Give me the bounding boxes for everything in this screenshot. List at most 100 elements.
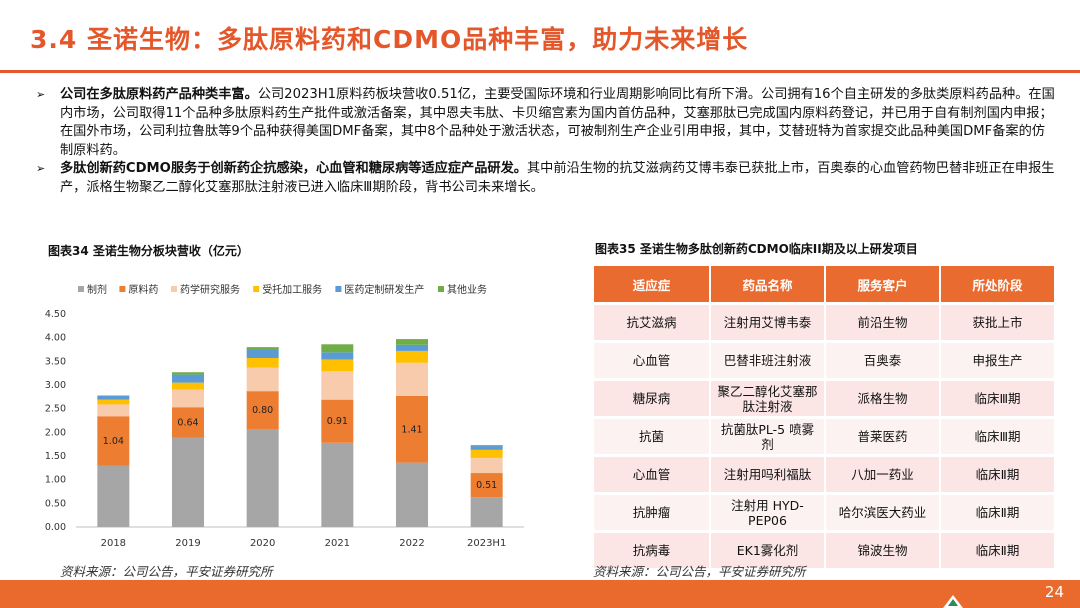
legend-label: 其他业务 [447, 283, 487, 296]
bar-segment [246, 349, 279, 359]
bar-segment [321, 371, 354, 400]
table-cell: 临床Ⅲ期 [939, 416, 1054, 454]
table-cell: 临床Ⅱ期 [939, 454, 1054, 492]
x-tick-label: 2023H1 [467, 538, 506, 549]
table-cell: 心血管 [594, 454, 709, 492]
legend-label: 受托加工服务 [262, 283, 322, 296]
table-cell: 聚乙二醇化艾塞那肽注射液 [709, 378, 824, 416]
bar-segment [172, 382, 204, 390]
bullet-item: ➢ 多肽创新药CDMO服务于创新药企抗感染，心血管和糖尿病等适应症产品研发。其中… [36, 160, 1056, 197]
table-cell: 百奥泰 [824, 340, 939, 378]
table-cell: 巴替非班注射液 [709, 340, 824, 378]
table-row: 抗病毒 EK1雾化剂 锦波生物 临床Ⅱ期 [594, 530, 1054, 568]
table-header-row: 适应症 药品名称 服务客户 所处阶段 [594, 266, 1054, 302]
bar-segment [470, 446, 503, 450]
bar-data-label: 0.80 [252, 405, 273, 416]
table-cell: 抗肿瘤 [594, 492, 709, 530]
table-row: 抗肿瘤 注射用 HYD-PEP06 哈尔滨医大药业 临床Ⅱ期 [594, 492, 1054, 530]
table-cell: 抗菌 [594, 416, 709, 454]
table-cell: EK1雾化剂 [709, 530, 824, 568]
bar-segment [396, 344, 428, 351]
column-header: 服务客户 [824, 266, 939, 302]
bar-segment [396, 362, 428, 396]
legend-swatch [119, 286, 126, 292]
table-source-note: 资料来源：公司公告，平安证券研究所 [593, 561, 806, 581]
bar-segment [172, 372, 204, 375]
bar-data-label: 0.64 [177, 417, 198, 428]
y-tick-label: 3.50 [45, 356, 66, 367]
bar-segment [321, 442, 354, 527]
table-cell: 申报生产 [939, 340, 1054, 378]
bar-segment [321, 352, 354, 360]
table-cell: 普莱医药 [824, 416, 939, 454]
ping-an-logo-icon [943, 595, 963, 608]
bar-segment [246, 358, 279, 368]
x-tick-label: 2021 [325, 538, 350, 549]
bar-segment [396, 350, 428, 363]
table-cell: 注射用艾博韦泰 [709, 302, 824, 340]
table-cell: 锦波生物 [824, 530, 939, 568]
bar-data-label: 1.41 [401, 424, 422, 435]
bar-segment [321, 359, 354, 372]
x-tick-label: 2020 [250, 538, 275, 549]
table-title: 图表35 圣诺生物多肽创新药CDMO临床II期及以上研发项目 [595, 242, 918, 256]
legend-swatch [438, 286, 444, 292]
bullet-lead: 多肽创新药CDMO服务于创新药企抗感染，心血管和糖尿病等适应症产品研发。 [60, 161, 527, 176]
table-row: 糖尿病 聚乙二醇化艾塞那肽注射液 派格生物 临床Ⅲ期 [594, 378, 1054, 416]
bar-segment [470, 445, 503, 447]
bar-data-label: 0.91 [327, 416, 348, 427]
x-tick-label: 2018 [101, 538, 126, 549]
bar-segment [172, 389, 204, 408]
bar-segment [97, 416, 130, 466]
bar-segment [97, 404, 130, 417]
bar-segment [470, 473, 503, 498]
table-cell: 心血管 [594, 340, 709, 378]
table-row: 心血管 注射用吗利福肽 八加一药业 临床Ⅱ期 [594, 454, 1054, 492]
bar-segment [172, 374, 204, 383]
table-cell: 前沿生物 [824, 302, 939, 340]
y-tick-label: 1.50 [45, 451, 66, 462]
chart-title: 图表34 圣诺生物分板块营收（亿元） [48, 244, 249, 258]
bullet-arrow-icon: ➢ [36, 88, 46, 101]
bar-segment [321, 344, 354, 353]
y-tick-label: 2.00 [45, 427, 66, 438]
table-cell: 糖尿病 [594, 378, 709, 416]
legend-swatch [253, 286, 260, 292]
bullet-text: 其中前沿生物的抗艾滋病药艾博韦泰已获批上市，百奥泰的心血管药物巴替非班正在申报生… [60, 161, 1055, 195]
rd-projects-table: 适应症 药品名称 服务客户 所处阶段 抗艾滋病 注射用艾博韦泰 前沿生物 获批上… [594, 266, 1054, 568]
table-row: 抗艾滋病 注射用艾博韦泰 前沿生物 获批上市 [594, 302, 1054, 340]
y-tick-label: 1.00 [45, 475, 66, 486]
legend-label: 原料药 [128, 283, 158, 296]
bullet-arrow-icon: ➢ [36, 162, 46, 175]
bar-segment [246, 367, 279, 392]
table-row: 心血管 巴替非班注射液 百奥泰 申报生产 [594, 340, 1054, 378]
bar-segment [172, 437, 204, 527]
legend-swatch [78, 286, 84, 292]
legend-swatch [335, 286, 342, 292]
bar-segment [470, 457, 503, 474]
bar-segment [97, 399, 130, 405]
page-title: 3.4 圣诺生物：多肽原料药和CDMO品种丰富，助力未来增长 [30, 25, 749, 54]
legend-swatch [171, 286, 177, 292]
bar-segment [246, 429, 279, 527]
revenue-stacked-bar-chart: 制剂 原料药 药学研究服务 受托加工服务 医药定制研发生产 其他业务 0.00 0.50 1.0… [45, 283, 524, 549]
table-cell: 获批上市 [939, 302, 1054, 340]
y-tick-label: 4.00 [45, 333, 66, 344]
table-cell: 临床Ⅱ期 [939, 492, 1054, 530]
bar-segment [97, 465, 130, 527]
table-cell: 抗菌肽PL-5 喷雾剂 [709, 416, 824, 454]
x-tick-label: 2022 [399, 538, 424, 549]
table-cell: 八加一药业 [824, 454, 939, 492]
bar-segment [246, 391, 279, 430]
chart-source-note: 资料来源：公司公告，平安证券研究所 [60, 564, 273, 579]
title-divider [0, 70, 1080, 73]
table-cell: 临床Ⅱ期 [939, 530, 1054, 568]
bar-segment [246, 347, 279, 350]
y-tick-label: 0.50 [45, 498, 66, 509]
legend-label: 药学研究服务 [180, 283, 240, 296]
table-cell: 临床Ⅲ期 [939, 378, 1054, 416]
bar-segment [172, 407, 204, 438]
table-cell: 抗艾滋病 [594, 302, 709, 340]
bar-segment [396, 395, 428, 463]
bar-segment [97, 395, 130, 400]
